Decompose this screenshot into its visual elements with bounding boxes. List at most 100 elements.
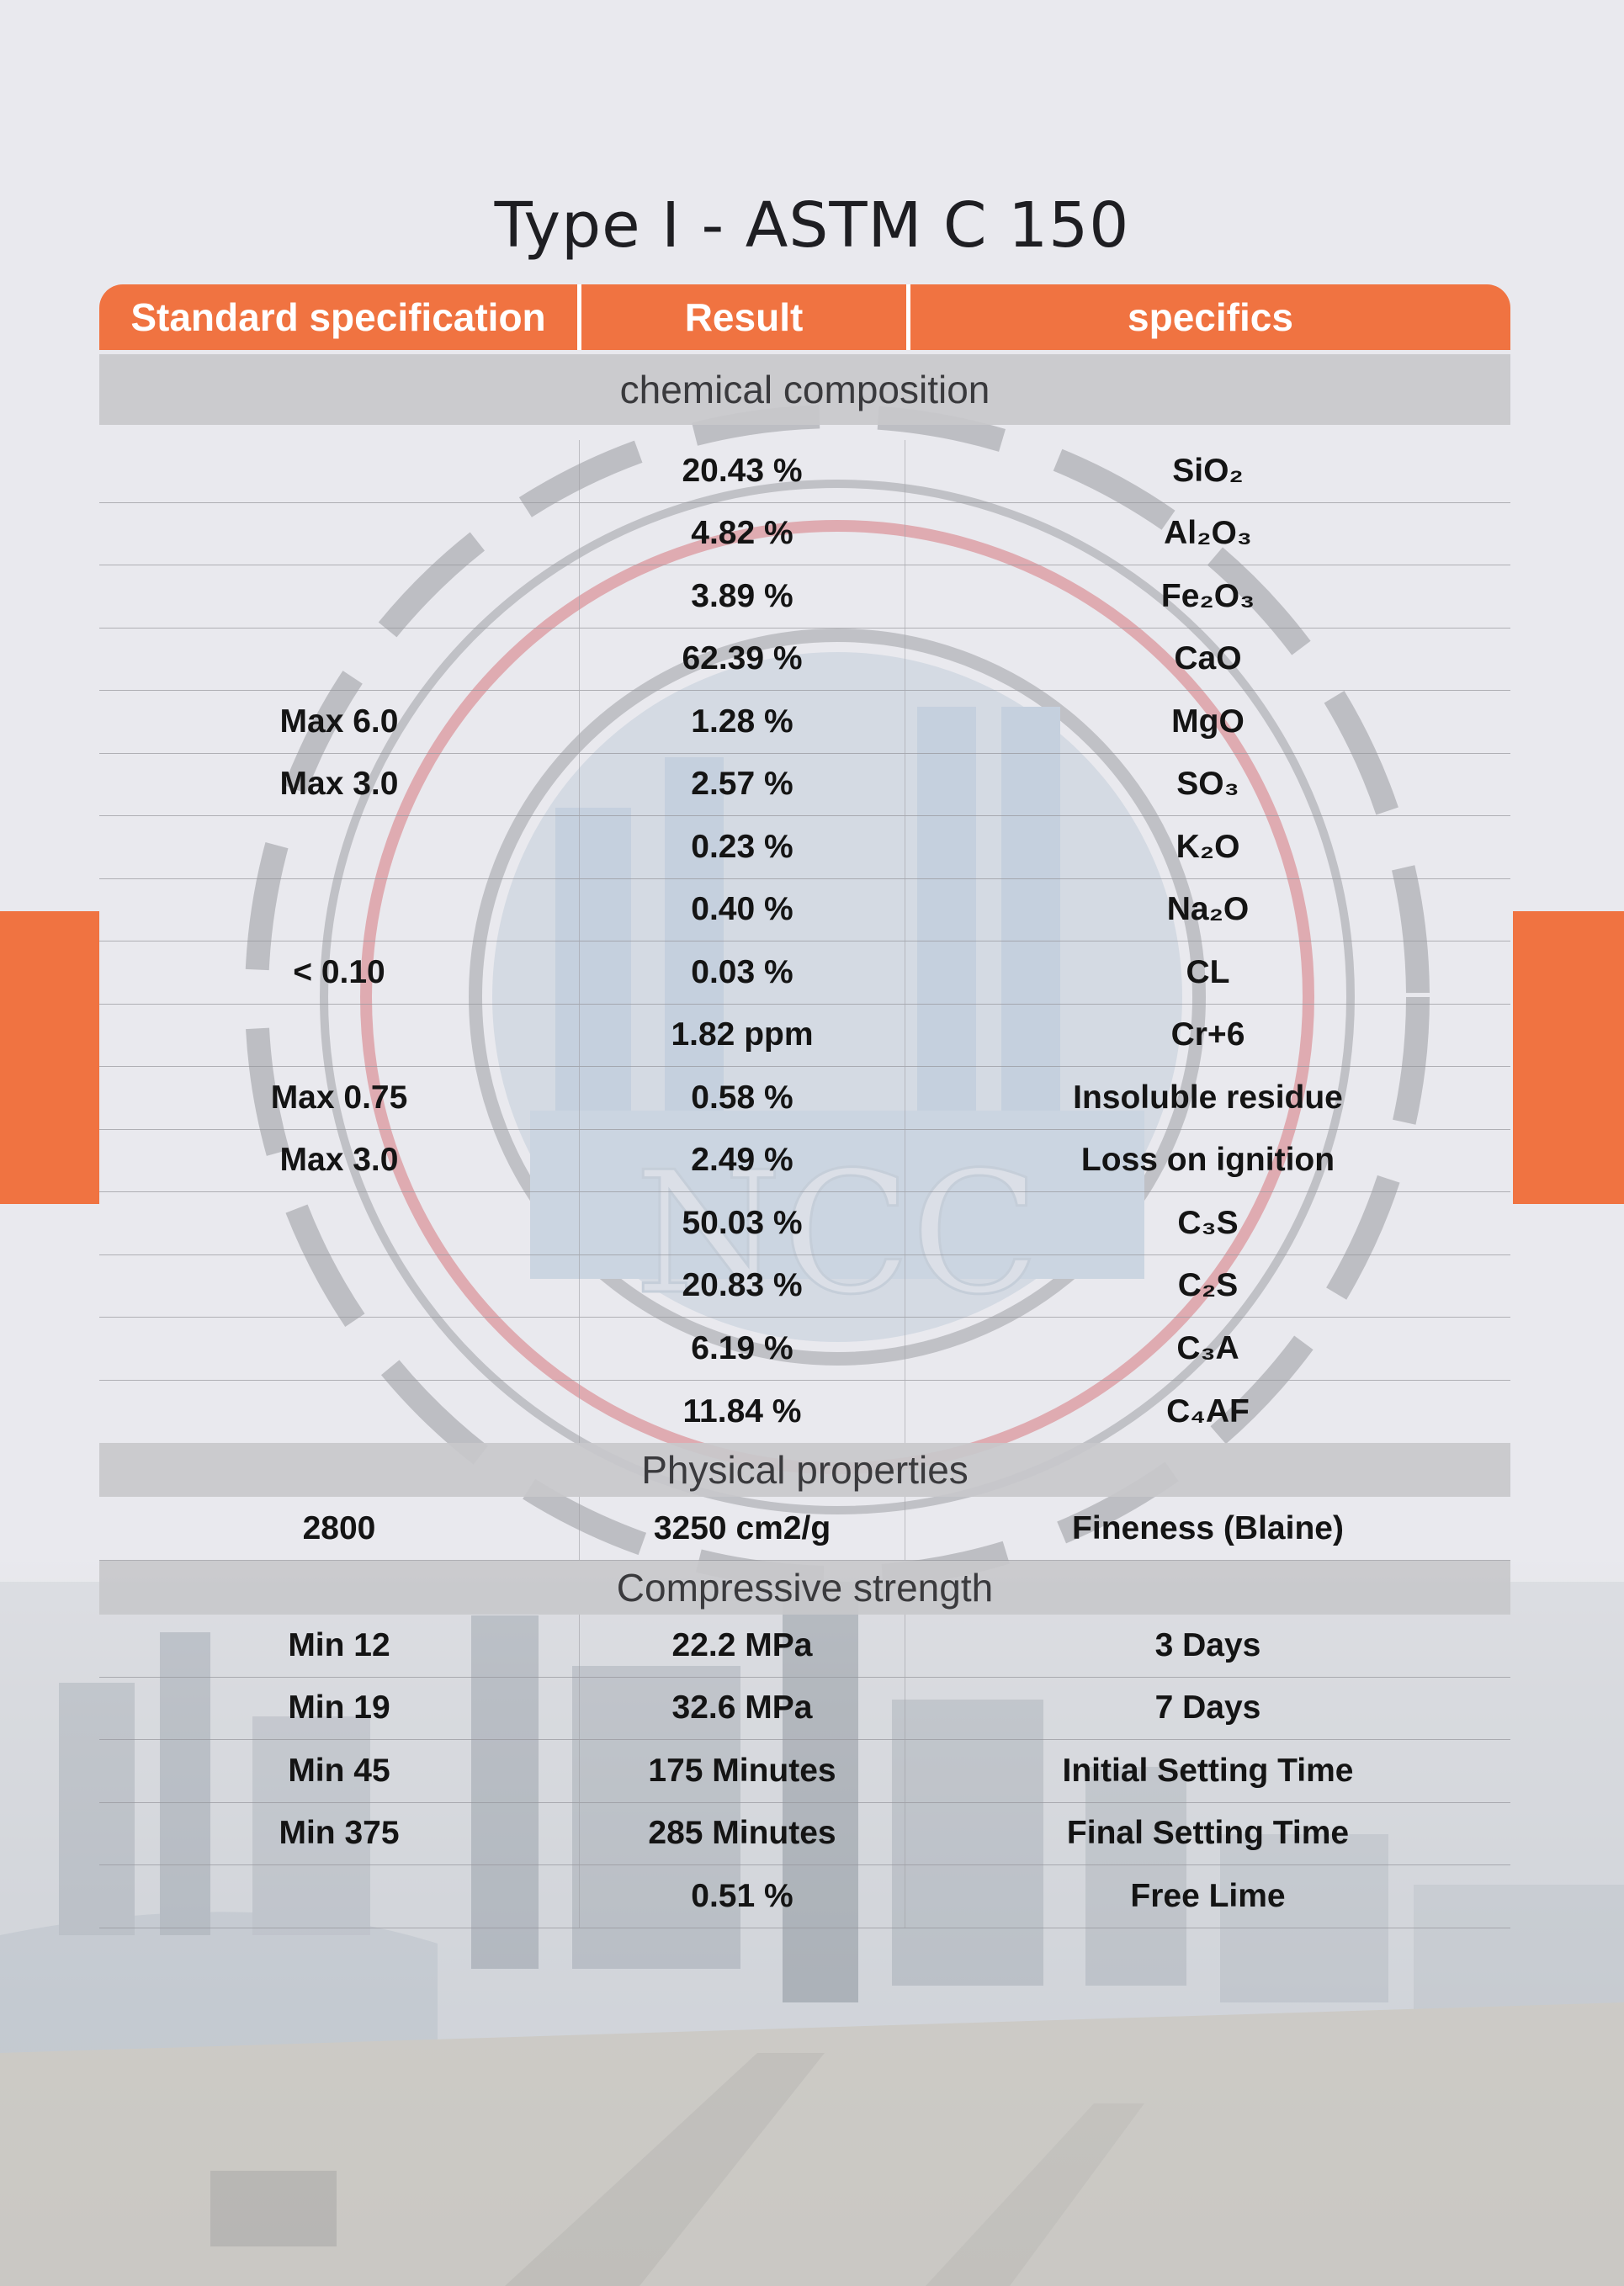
section-physical-properties: Physical properties [99,1443,1510,1497]
table-row: 50.03 % C₃S [99,1192,1510,1255]
table-header: Standard specification Result specifics [99,284,1510,350]
header-specifics: specifics [1128,295,1293,339]
table-row: 0.40 % Na₂O [99,878,1510,941]
table-row: 11.84 % C₄AF [99,1380,1510,1444]
specific-cell: K₂O [1176,828,1240,865]
section-compressive-strength: Compressive strength [99,1561,1510,1615]
table-row: Max 6.0 1.28 % MgO [99,691,1510,754]
result-cell: 2.49 % [579,1129,905,1191]
spec-cell [99,1255,579,1318]
header-standard-specification: Standard specification [99,284,581,350]
result-cell: 0.51 % [579,1865,905,1928]
spec-cell [99,1381,579,1444]
spec-cell: Max 6.0 [279,703,399,740]
spec-cell: Min 12 [288,1626,390,1663]
cement-plant-photo [0,1582,1624,2286]
result-cell: 3.89 % [579,565,905,628]
result-cell: 20.43 % [579,440,905,502]
result-cell: 0.58 % [579,1067,905,1129]
table-row: Max 3.0 2.49 % Loss on ignition [99,1129,1510,1192]
specific-cell: SO₃ [1176,766,1239,803]
spec-cell [99,1318,579,1380]
specific-cell: Loss on ignition [1080,1142,1335,1179]
result-cell: 20.83 % [579,1254,905,1317]
specific-cell: C₄AF [1166,1392,1250,1429]
specific-cell: Fineness (Blaine) [1072,1509,1344,1546]
table-row: Max 0.75 0.58 % Insoluble residue [99,1067,1510,1130]
spec-cell: Min 19 [288,1689,390,1726]
result-cell: 4.82 % [579,502,905,565]
specific-cell: C₃A [1176,1329,1239,1366]
left-accent-bar [0,911,99,1204]
specific-cell: Initial Setting Time [1062,1752,1354,1789]
specific-cell: Insoluble residue [1073,1079,1343,1116]
right-accent-bar [1513,911,1624,1204]
ncc-logo-watermark: NCC [245,405,1430,1589]
spec-cell [99,1005,579,1067]
spec-cell [99,440,579,502]
table-row: Min 12 22.2 MPa 3 Days [99,1615,1510,1678]
table-row: Min 375 285 Minutes Final Setting Time [99,1802,1510,1865]
result-cell: 50.03 % [579,1192,905,1254]
result-cell: 11.84 % [579,1380,905,1443]
specific-cell: MgO [1171,703,1245,740]
specific-cell: SiO₂ [1172,452,1244,489]
section-chemical-composition: chemical composition [99,354,1510,425]
table-row: 3.89 % Fe₂O₃ [99,565,1510,629]
specific-cell: C₂S [1177,1267,1239,1304]
spec-cell [99,879,579,941]
spec-cell: 2800 [302,1509,376,1546]
table-row: < 0.10 0.03 % CL [99,941,1510,1005]
spec-cell [99,816,579,878]
result-cell: 1.28 % [579,691,905,753]
table-row: 0.23 % K₂O [99,816,1510,879]
spec-cell: Max 3.0 [279,1142,399,1179]
result-cell: 22.2 MPa [579,1615,905,1677]
table-row: 1.82 ppm Cr+6 [99,1004,1510,1067]
chemical-rows: 20.43 % SiO₂ 4.82 % Al₂O₃ 3.89 % Fe₂O₃ 62.3… [99,425,1510,1443]
specific-cell: 3 Days [1154,1626,1261,1663]
table-row: 20.83 % C₂S [99,1254,1510,1318]
spec-cell [99,565,579,628]
spec-cell: < 0.10 [293,953,385,990]
table-row: 6.19 % C₃A [99,1318,1510,1381]
specific-cell: C₃S [1177,1204,1239,1241]
table-row: Min 19 32.6 MPa 7 Days [99,1677,1510,1740]
result-cell: 0.40 % [579,878,905,941]
spec-cell [99,1192,579,1254]
table-row: 2800 3250 cm2/g Fineness (Blaine) [99,1497,1510,1561]
svg-text:NCC: NCC [634,1136,1039,1332]
result-cell: 285 Minutes [579,1802,905,1864]
specific-cell: Cr+6 [1170,1016,1245,1053]
table-row: 0.51 % Free Lime [99,1865,1510,1928]
specific-cell: 7 Days [1154,1689,1261,1726]
specific-cell: Free Lime [1130,1877,1286,1914]
spec-cell: Min 375 [279,1815,400,1852]
result-cell: 3250 cm2/g [579,1497,905,1560]
specific-cell: CL [1186,953,1230,990]
table-row: 4.82 % Al₂O₃ [99,502,1510,565]
spec-cell [99,1865,579,1928]
specific-cell: CaO [1174,640,1242,677]
specific-cell: Al₂O₃ [1164,515,1252,552]
table-row: Max 3.0 2.57 % SO₃ [99,753,1510,816]
page-title: Type I - ASTM C 150 [494,189,1130,262]
result-cell: 1.82 ppm [579,1004,905,1066]
table-row: Min 45 175 Minutes Initial Setting Time [99,1740,1510,1803]
spec-cell [99,503,579,565]
table-row: 20.43 % SiO₂ [99,440,1510,503]
spec-cell: Min 45 [288,1752,390,1789]
spec-cell: Max 0.75 [270,1079,408,1116]
result-cell: 62.39 % [579,628,905,690]
result-cell: 0.03 % [579,941,905,1004]
spec-cell: Max 3.0 [279,766,399,803]
spec-cell [99,629,579,691]
specific-cell: Fe₂O₃ [1160,577,1255,614]
result-cell: 0.23 % [579,816,905,878]
specific-cell: Final Setting Time [1066,1815,1350,1852]
result-cell: 175 Minutes [579,1740,905,1802]
result-cell: 2.57 % [579,753,905,815]
header-result: Result [581,284,910,350]
specific-cell: Na₂O [1166,891,1250,928]
table-row: 62.39 % CaO [99,628,1510,691]
